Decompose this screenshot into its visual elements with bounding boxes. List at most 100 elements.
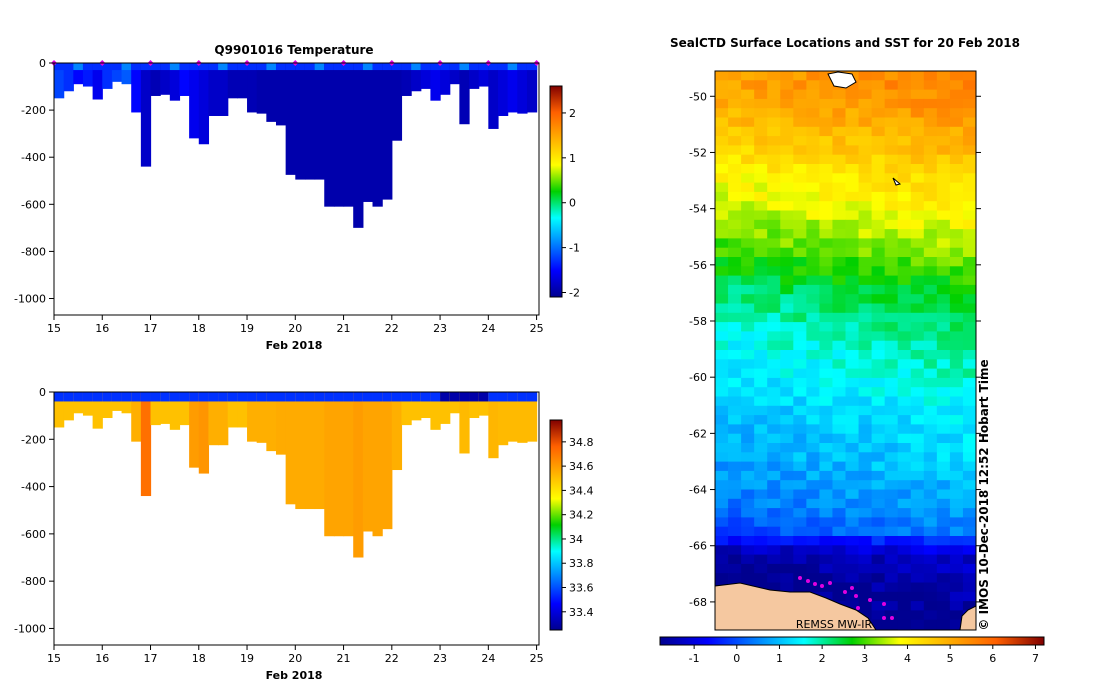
sst-cell: [741, 508, 755, 518]
sst-cell: [806, 452, 820, 462]
sst-cell: [780, 359, 794, 369]
sst-cell: [793, 470, 807, 481]
sst-cell: [949, 89, 964, 100]
surface-layer-cell: [189, 392, 200, 402]
surface-layer-cell: [497, 392, 509, 402]
sst-cell: [858, 545, 872, 555]
sst-cell: [884, 517, 899, 528]
sst-cell: [884, 480, 899, 490]
sst-cell: [897, 619, 912, 630]
sst-cell: [754, 350, 768, 360]
sst-cell: [962, 266, 977, 276]
surface-layer-cell: [198, 392, 210, 402]
sst-cell: [897, 610, 912, 621]
sst-cell: [858, 89, 872, 100]
sst-cell: [754, 536, 768, 546]
sst-colorbar-tick-label: 0: [733, 652, 740, 665]
surface-layer-cell: [314, 63, 325, 71]
sst-cell: [845, 219, 859, 230]
surface-layer-cell: [440, 63, 451, 71]
sst-cell: [936, 284, 951, 295]
sst-cell: [897, 517, 912, 528]
sst-cell: [858, 387, 872, 397]
sst-cell: [715, 508, 729, 518]
sst-cell: [767, 294, 781, 304]
sst-cell: [754, 210, 768, 221]
sst-cell: [728, 284, 742, 295]
sst-cell: [897, 145, 912, 156]
sst-cell: [858, 536, 872, 546]
sst-cell: [793, 433, 807, 444]
sst-cell: [884, 89, 899, 100]
sst-cell: [884, 210, 899, 221]
sst-cell: [884, 489, 899, 500]
sst-cell: [832, 89, 846, 100]
sst-cell: [832, 247, 846, 258]
sst-cell: [962, 489, 977, 500]
sst-cell: [923, 470, 938, 481]
x-tick-label: 15: [47, 652, 61, 665]
seal-location-marker: [854, 594, 858, 598]
surface-layer-cell: [295, 392, 306, 402]
colorbar-tick-label: 1: [569, 152, 576, 165]
sst-cell: [806, 247, 820, 258]
sst-cell: [832, 201, 846, 211]
temperature-y-ticks: 0 -200 -400 -600 -800 -1000: [14, 57, 54, 306]
sst-cell: [806, 284, 820, 295]
sst-cell: [819, 136, 833, 146]
surface-layer-cell: [372, 63, 383, 71]
sst-cell: [897, 98, 912, 109]
sst-cell: [832, 182, 846, 193]
sst-cell: [832, 536, 846, 546]
sst-cell: [923, 80, 938, 90]
latitude-tick-label: -60: [689, 371, 707, 384]
sst-cell: [754, 154, 768, 165]
sst-cell: [728, 108, 742, 118]
sst-cell: [793, 117, 807, 128]
sst-cell: [962, 275, 977, 286]
surface-layer-cell: [507, 392, 518, 402]
sst-cell: [871, 601, 886, 611]
sst-cell: [780, 126, 794, 137]
sst-cell: [845, 98, 859, 109]
sst-cell: [780, 443, 794, 453]
sst-cell: [806, 350, 820, 360]
seal-location-marker: [868, 598, 872, 602]
sst-cell: [832, 126, 846, 137]
sst-cell: [910, 461, 925, 472]
sst-cell: [936, 238, 951, 249]
surface-layer-cell: [121, 392, 132, 402]
colorbar-tick-label: 34: [569, 533, 583, 546]
sst-cell: [780, 461, 794, 472]
sst-colorbar-tick-label: 7: [1032, 652, 1039, 665]
sst-cell: [780, 350, 794, 360]
sst-cell: [871, 545, 886, 555]
sst-cell: [806, 526, 820, 537]
sst-cell: [936, 340, 951, 351]
sst-cell: [793, 322, 807, 332]
sst-colorbar-tick-label: 4: [904, 652, 911, 665]
sst-cell: [754, 266, 768, 276]
sst-cell: [910, 266, 925, 276]
sst-cell: [871, 71, 886, 81]
profile-cell: [333, 392, 345, 537]
sst-cell: [949, 452, 964, 462]
sst-cell: [923, 350, 938, 360]
profile-cell: [478, 63, 489, 87]
sst-cell: [767, 71, 781, 81]
sst-cell: [949, 591, 964, 602]
sst-cell: [858, 80, 872, 90]
x-tick-label: 19: [240, 652, 254, 665]
sst-cell: [910, 210, 925, 221]
seal-location-marker: [843, 590, 847, 594]
sst-cell: [741, 247, 755, 258]
sst-cell: [949, 526, 964, 537]
sst-cell: [715, 89, 729, 100]
sst-cell: [819, 98, 833, 109]
sst-cell: [845, 238, 859, 249]
sst-cell: [910, 470, 925, 481]
sst-cell: [767, 498, 781, 509]
sst-cell: [949, 98, 964, 109]
sst-cell: [897, 498, 912, 509]
sst-cell: [741, 284, 755, 295]
